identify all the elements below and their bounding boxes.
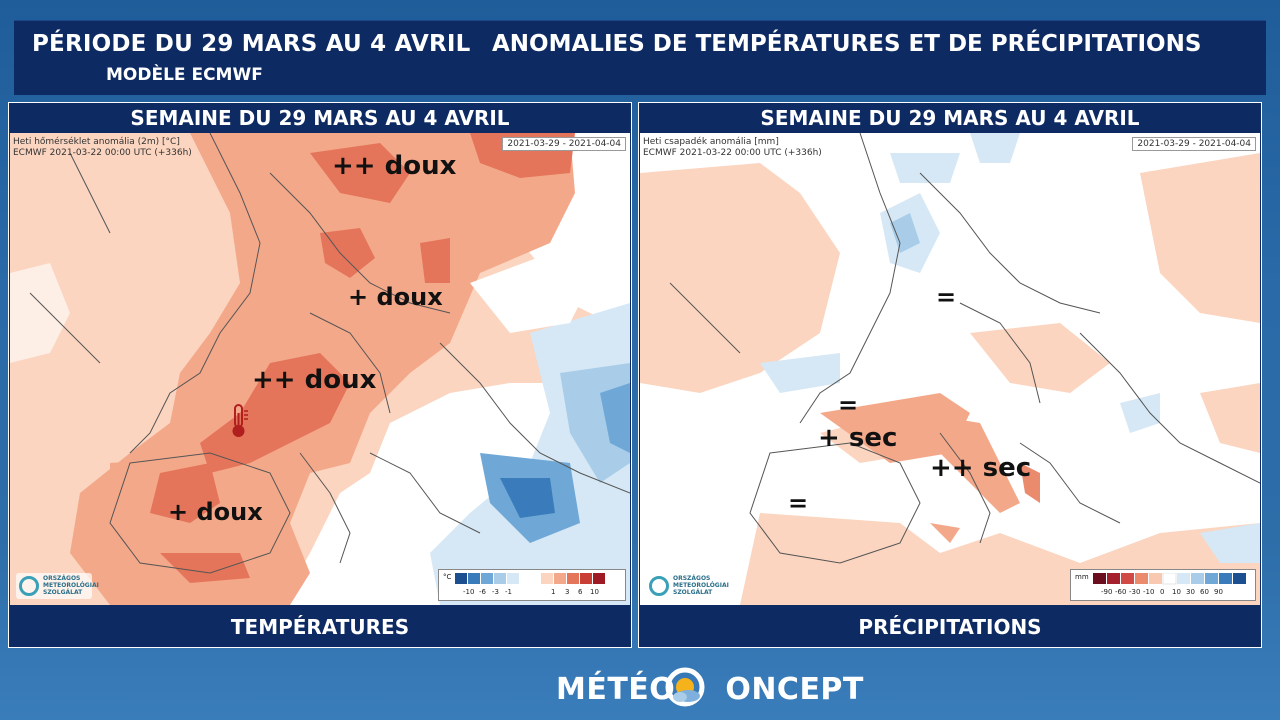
temperature-map-run: ECMWF 2021-03-22 00:00 UTC (+336h) <box>13 148 192 158</box>
precipitation-panel: SEMAINE DU 29 MARS AU 4 AVRIL <box>638 102 1262 648</box>
precipitation-anomaly-map: Heti csapadék anomália [mm] ECMWF 2021-0… <box>640 133 1260 605</box>
omsz-logo-icon <box>649 576 669 596</box>
temperature-legend: °C -10 -6 -3 -1 1 3 6 10 <box>438 569 626 601</box>
precipitation-map-graphic <box>640 133 1260 605</box>
temperature-map-graphic <box>10 133 630 605</box>
thermometer-icon <box>232 404 248 437</box>
omsz-logo: ORSZÁGOS METEOROLÓGIAI SZOLGÁLAT <box>16 573 99 599</box>
precipitation-map-variable: Heti csapadék anomália [mm] <box>643 137 779 147</box>
temperature-panel-footer: TEMPÉRATURES <box>230 615 410 639</box>
temperature-panel-title: SEMAINE DU 29 MARS AU 4 AVRIL <box>130 106 510 130</box>
annotation-scandinavia: = <box>936 283 957 311</box>
brand-logo: MÉTÉO ONCEPT <box>556 672 864 707</box>
precipitation-panel-title: SEMAINE DU 29 MARS AU 4 AVRIL <box>760 106 1140 130</box>
annotation-central-europe: ++ doux <box>252 365 377 395</box>
omsz-logo-text: ORSZÁGOS METEOROLÓGIAI SZOLGÁLAT <box>43 575 99 596</box>
temperature-map-info: Heti hőmérséklet anomália (2m) [°C] ECMW… <box>13 137 192 159</box>
annotation-iberia: + doux <box>168 498 263 526</box>
temperature-anomaly-map: Heti hőmérséklet anomália (2m) [°C] ECMW… <box>10 133 630 605</box>
header-bar: PÉRIODE DU 29 MARS AU 4 AVRIL MODÈLE ECM… <box>14 20 1266 95</box>
sun-cloud-icon <box>665 667 705 707</box>
temperature-date-range: 2021-03-29 - 2021-04-04 <box>502 137 626 151</box>
model-subtitle: MODÈLE ECMWF <box>106 65 263 85</box>
brand-logo-left: MÉTÉO <box>556 672 676 707</box>
brand-logo-right: ONCEPT <box>725 672 864 707</box>
period-title: PÉRIODE DU 29 MARS AU 4 AVRIL <box>32 31 471 57</box>
precipitation-legend-colorbar <box>1093 573 1246 585</box>
precipitation-panel-footer: PRÉCIPITATIONS <box>858 615 1042 639</box>
temperature-panel: SEMAINE DU 29 MARS AU 4 AVRIL <box>8 102 632 648</box>
omsz-logo-icon <box>19 576 39 596</box>
omsz-logo: ORSZÁGOS METEOROLÓGIAI SZOLGÁLAT <box>646 573 729 599</box>
precipitation-map-run: ECMWF 2021-03-22 00:00 UTC (+336h) <box>643 148 822 158</box>
page-title: ANOMALIES DE TEMPÉRATURES ET DE PRÉCIPIT… <box>492 31 1202 57</box>
precipitation-map-info: Heti csapadék anomália [mm] ECMWF 2021-0… <box>643 137 822 159</box>
precipitation-legend-unit: mm <box>1075 573 1089 581</box>
annotation-italy: ++ sec <box>930 453 1032 483</box>
annotation-france-south: + sec <box>818 423 898 453</box>
annotation-france-north: = <box>838 391 859 419</box>
temperature-legend-colorbar <box>455 573 605 584</box>
temperature-map-variable: Heti hőmérséklet anomália (2m) [°C] <box>13 137 180 147</box>
annotation-iberia: = <box>788 489 809 517</box>
annotation-north-scandinavia: ++ doux <box>332 151 457 181</box>
annotation-baltic: + doux <box>348 283 443 311</box>
omsz-logo-text: ORSZÁGOS METEOROLÓGIAI SZOLGÁLAT <box>673 575 729 596</box>
precipitation-date-range: 2021-03-29 - 2021-04-04 <box>1132 137 1256 151</box>
temperature-legend-unit: °C <box>443 573 452 581</box>
precipitation-legend: mm -90 -60 -30 -10 0 10 <box>1070 569 1256 601</box>
